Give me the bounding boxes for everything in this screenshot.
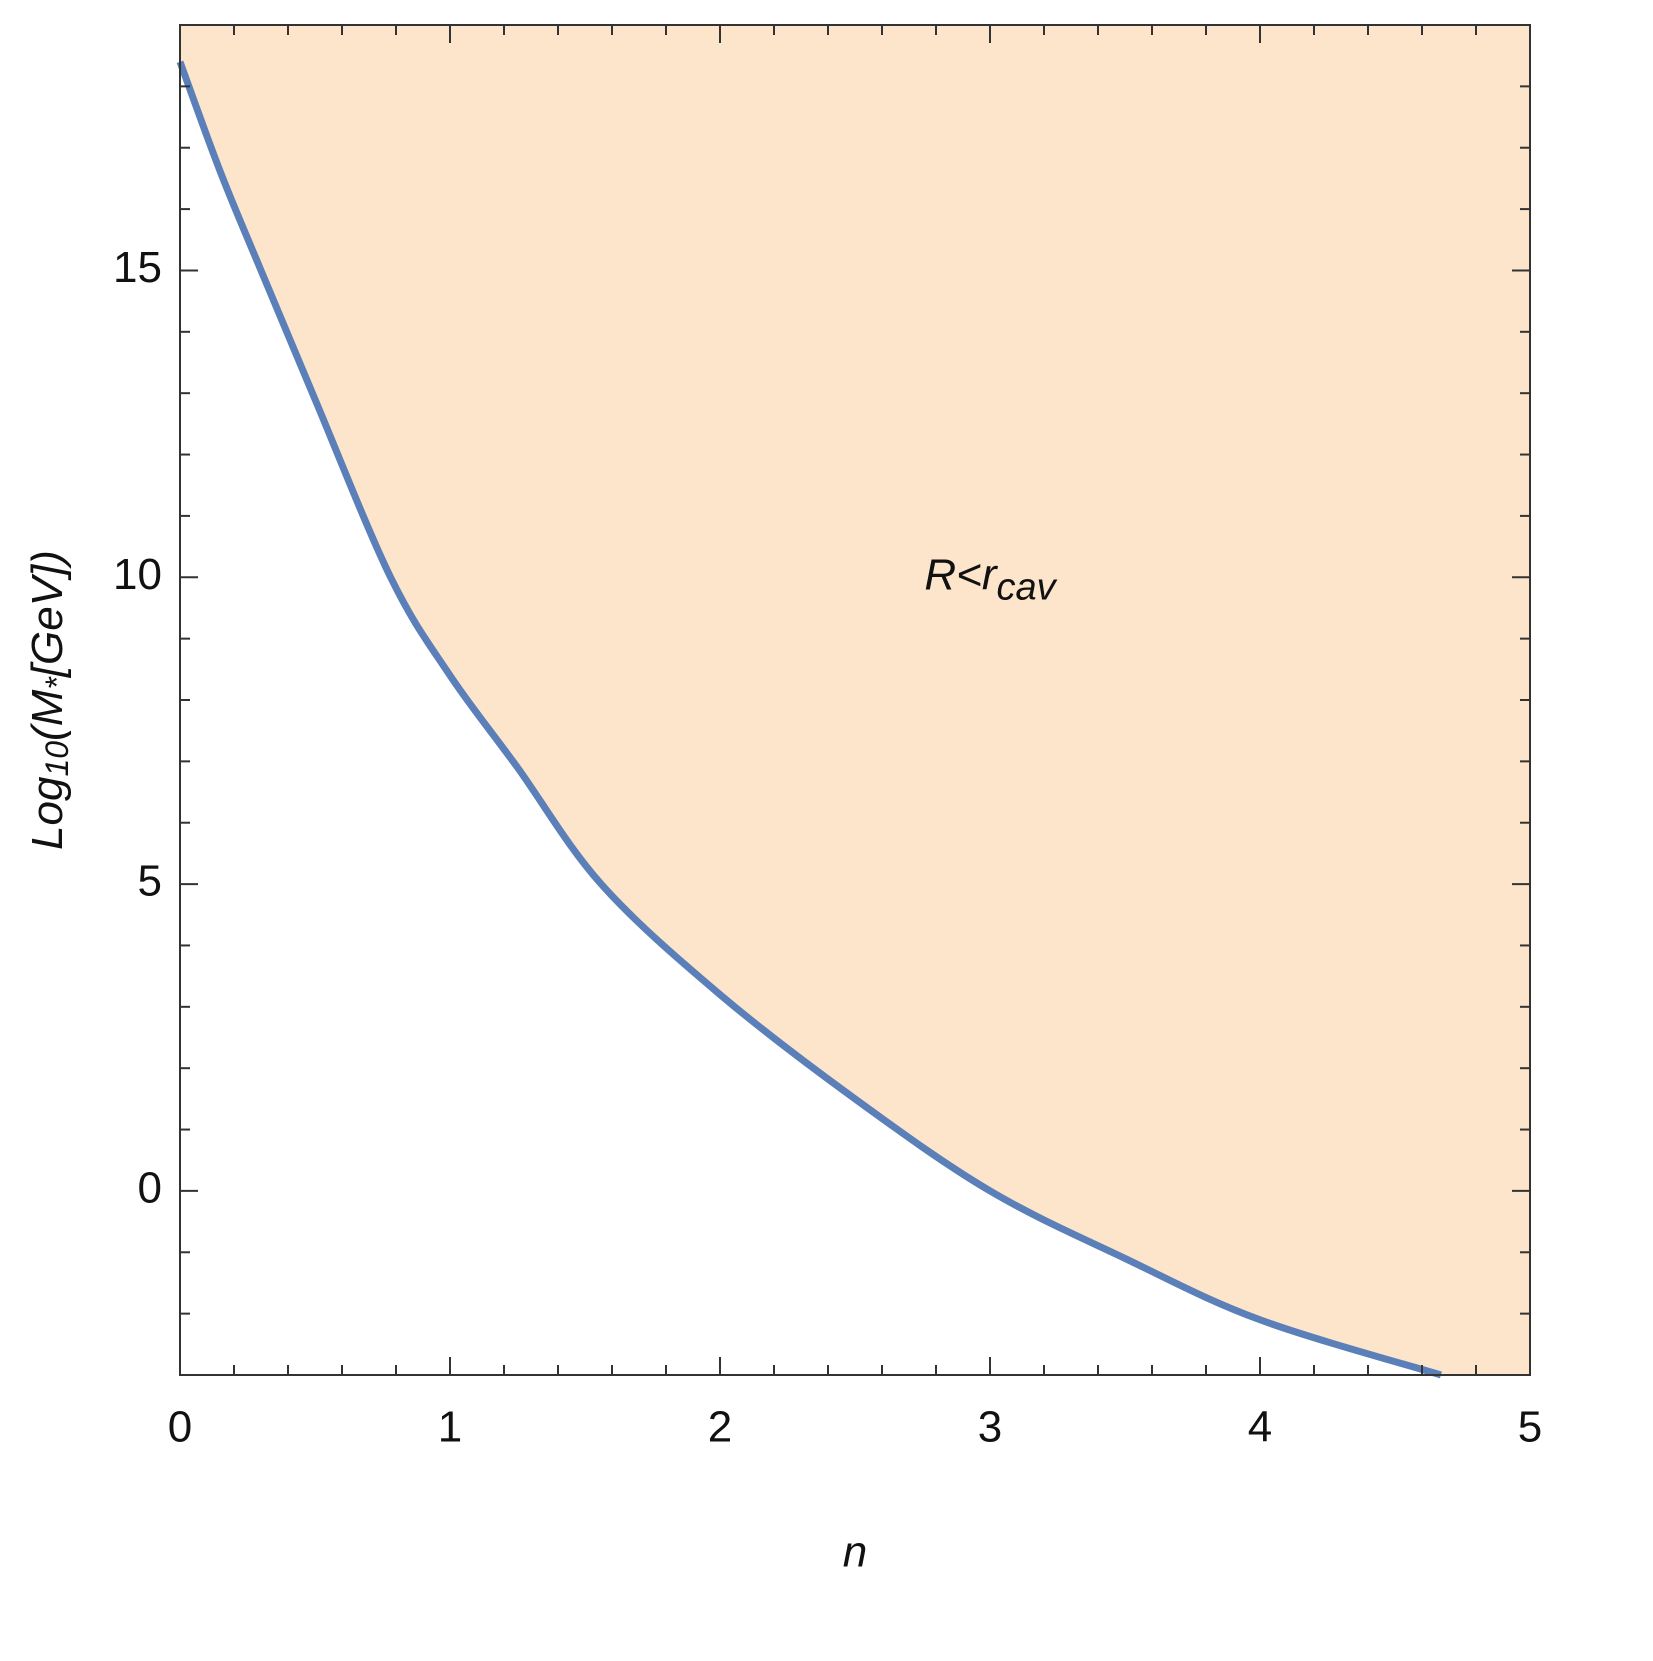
y-label-sub: 10 [39,741,75,777]
annotation-text: R<r [924,550,998,599]
y-label-part: Log [23,776,72,850]
x-tick-label: 0 [168,1403,192,1452]
x-tick-label: 1 [438,1403,462,1452]
y-label-sub: * [39,676,75,690]
line [176,60,1442,1379]
annotation-sub: cav [996,566,1057,608]
x-tick-label: 5 [1518,1403,1542,1452]
x-tick-label: 3 [978,1403,1002,1452]
area [180,25,1530,1375]
plot-area [176,24,1531,1379]
y-label-part: (M [23,689,72,741]
x-tick-label: 2 [708,1403,732,1452]
y-tick-label: 5 [138,857,162,906]
y-axis-label: Log10(M*[GeV]) [23,550,76,850]
x-axis-label: n [843,1528,867,1577]
x-tick-label: 4 [1248,1403,1272,1452]
annotation: R<rcav [924,550,1057,608]
y-tick-label: 15 [113,243,162,292]
y-tick-label: 10 [113,550,162,599]
y-tick-label: 0 [138,1164,162,1213]
y-label-part: [GeV]) [23,550,72,678]
